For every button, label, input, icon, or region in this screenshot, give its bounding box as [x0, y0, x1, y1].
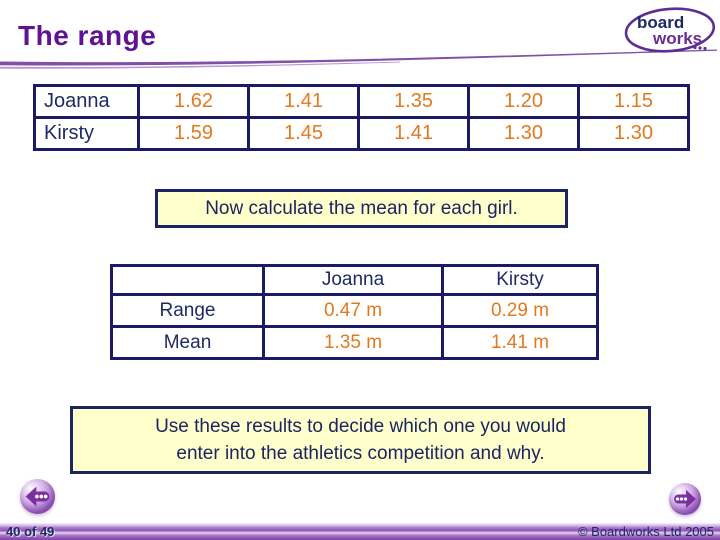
height-value: 1.41 [247, 84, 360, 119]
height-value: 1.30 [467, 116, 580, 151]
summary-table: Joanna Kirsty Range 0.47 m 0.29 m Mean 1… [110, 264, 599, 360]
page-title: The range [18, 20, 157, 51]
prev-slide-button[interactable] [20, 479, 55, 514]
boardworks-logo: board works [624, 7, 716, 53]
height-value: 1.41 [357, 116, 470, 151]
prompt-text: Now calculate the mean for each girl. [205, 197, 518, 219]
prompt-text-line1: Use these results to decide which one yo… [155, 416, 566, 437]
slide-counter: 40 of 49 [6, 524, 55, 539]
table-row: Kirsty 1.59 1.45 1.41 1.30 1.30 [33, 116, 690, 151]
copyright-text: © Boardworks Ltd 2005 [577, 524, 714, 539]
height-value: 1.15 [577, 84, 690, 119]
table-header-row: Joanna Kirsty [110, 264, 599, 296]
row-label: Range [110, 293, 265, 328]
range-value: 0.47 m [262, 293, 444, 328]
student-name: Joanna [33, 84, 140, 119]
range-value: 0.29 m [441, 293, 599, 328]
logo-text-works: works [652, 29, 702, 48]
table-row: Mean 1.35 m 1.41 m [110, 325, 599, 360]
table-row: Joanna 1.62 1.41 1.35 1.20 1.15 [33, 84, 690, 119]
height-value: 1.30 [577, 116, 690, 151]
column-header-kirsty: Kirsty [441, 264, 599, 296]
height-value: 1.62 [137, 84, 250, 119]
arrow-left-icon [25, 486, 50, 507]
prompt-text-line2: enter into the athletics competition and… [176, 443, 545, 464]
table-row: Range 0.47 m 0.29 m [110, 293, 599, 328]
logo-oval [624, 7, 716, 53]
height-value: 1.35 [357, 84, 470, 119]
column-header-joanna: Joanna [262, 264, 444, 296]
prompt-calculate-mean: Now calculate the mean for each girl. [155, 189, 568, 228]
arrow-right-icon [674, 489, 696, 509]
height-value: 1.59 [137, 116, 250, 151]
logo-dots [693, 45, 707, 51]
height-value: 1.20 [467, 84, 580, 119]
footer-bar: 40 of 49 © Boardworks Ltd 2005 [0, 523, 720, 540]
student-name: Kirsty [33, 116, 140, 151]
mean-value: 1.35 m [262, 325, 444, 360]
title-underline-swoosh [0, 49, 717, 69]
height-value: 1.45 [247, 116, 360, 151]
prompt-decide: Use these results to decide which one yo… [70, 406, 651, 474]
row-label: Mean [110, 325, 265, 360]
next-slide-button[interactable] [669, 483, 701, 515]
corner-cell [110, 264, 265, 296]
mean-value: 1.41 m [441, 325, 599, 360]
heights-table: Joanna 1.62 1.41 1.35 1.20 1.15 Kirsty 1… [33, 84, 690, 151]
logo-text-board: board [637, 13, 684, 32]
